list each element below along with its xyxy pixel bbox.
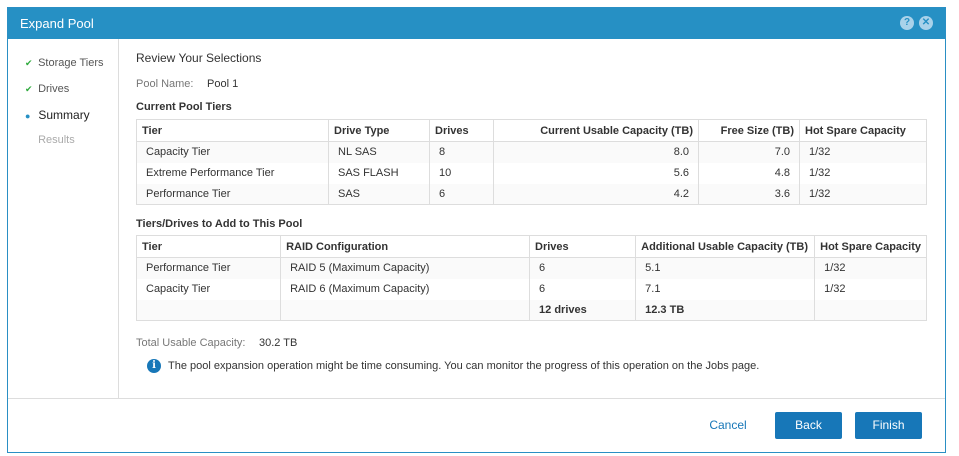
pool-name-value: Pool 1 — [207, 78, 239, 90]
dialog-header: Expand Pool ? ✕ — [8, 8, 945, 39]
close-icon[interactable]: ✕ — [919, 16, 933, 30]
col-header: Drive Type — [328, 119, 430, 142]
cell: Performance Tier — [136, 183, 329, 205]
cell: 5.1 — [635, 257, 815, 279]
cell: SAS FLASH — [328, 162, 430, 184]
cell: 3.6 — [698, 183, 800, 205]
cell: 7.1 — [635, 278, 815, 300]
cell: 6 — [529, 257, 636, 279]
cell: 1/32 — [799, 141, 927, 163]
cell: RAID 5 (Maximum Capacity) — [280, 257, 530, 279]
add-tiers-table: Tier RAID Configuration Drives Additiona… — [135, 235, 927, 321]
col-header: RAID Configuration — [280, 235, 530, 258]
col-header: Hot Spare Capacity — [814, 235, 927, 258]
pool-name-label: Pool Name: — [136, 78, 194, 90]
step-label: Storage Tiers — [38, 57, 104, 69]
col-header: Hot Spare Capacity — [799, 119, 927, 142]
expand-pool-dialog: Expand Pool ? ✕ ✔ Storage Tiers ✔ Drives … — [7, 7, 946, 453]
cell: Capacity Tier — [136, 141, 329, 163]
cell: 6 — [429, 183, 494, 205]
help-icon[interactable]: ? — [900, 16, 914, 30]
table-row: Performance Tier SAS 6 4.2 3.6 1/32 — [136, 183, 927, 205]
cell: 1/32 — [814, 278, 927, 300]
col-header: Drives — [429, 119, 494, 142]
cell: 7.0 — [698, 141, 800, 163]
step-label: Drives — [38, 83, 70, 95]
wizard-steps: ✔ Storage Tiers ✔ Drives ● Summary Resul… — [8, 39, 119, 398]
table-row: Capacity Tier NL SAS 8 8.0 7.0 1/32 — [136, 141, 927, 163]
cell: 1/32 — [799, 162, 927, 184]
current-dot-icon: ● — [25, 111, 31, 121]
cell: 10 — [429, 162, 494, 184]
dialog-title: Expand Pool — [20, 16, 94, 31]
table-row: Capacity Tier RAID 6 (Maximum Capacity) 6 7… — [135, 278, 927, 300]
check-icon: ✔ — [25, 58, 33, 68]
total-row: 12 drives 12.3 TB — [135, 299, 927, 321]
cell: SAS — [328, 183, 430, 205]
cell: Performance Tier — [135, 257, 281, 279]
cell: Capacity Tier — [135, 278, 281, 300]
step-label: Summary — [38, 108, 90, 122]
step-label: Results — [38, 134, 75, 146]
dialog-footer: Cancel Back Finish — [8, 398, 945, 453]
total-usable-value: 30.2 TB — [259, 337, 298, 349]
info-text: The pool expansion operation might be ti… — [168, 360, 760, 372]
cell: 4.2 — [493, 183, 699, 205]
add-tiers-title: Tiers/Drives to Add to This Pool — [136, 218, 303, 230]
col-header: Tier — [136, 119, 329, 142]
back-button[interactable]: Back — [775, 412, 842, 439]
finish-button[interactable]: Finish — [855, 412, 922, 439]
col-header: Free Size (TB) — [698, 119, 800, 142]
cell: 5.6 — [493, 162, 699, 184]
step-drives[interactable]: ✔ Drives — [25, 83, 69, 95]
current-tiers-title: Current Pool Tiers — [136, 101, 232, 113]
cell: 1/32 — [799, 183, 927, 205]
col-header: Drives — [529, 235, 636, 258]
cell: 6 — [529, 278, 636, 300]
page-heading: Review Your Selections — [136, 51, 262, 65]
col-header: Tier — [135, 235, 281, 258]
cell: Extreme Performance Tier — [136, 162, 329, 184]
step-results: Results — [25, 134, 75, 146]
step-summary[interactable]: ● Summary — [25, 108, 90, 122]
cell: RAID 6 (Maximum Capacity) — [280, 278, 530, 300]
col-header: Additional Usable Capacity (TB) — [635, 235, 815, 258]
cell: 1/32 — [814, 257, 927, 279]
check-icon: ✔ — [25, 84, 33, 94]
step-storage-tiers[interactable]: ✔ Storage Tiers — [25, 57, 103, 69]
cell: 4.8 — [698, 162, 800, 184]
cell: 8 — [429, 141, 494, 163]
table-row: Extreme Performance Tier SAS FLASH 10 5.6 4.… — [136, 162, 927, 184]
total-capacity: 12.3 TB — [635, 299, 815, 321]
info-message: i The pool expansion operation might be t… — [147, 359, 759, 373]
total-usable-label: Total Usable Capacity: — [136, 337, 246, 349]
cell: 8.0 — [493, 141, 699, 163]
col-header: Current Usable Capacity (TB) — [493, 119, 699, 142]
cancel-button[interactable]: Cancel — [709, 418, 747, 432]
info-icon: i — [147, 359, 161, 373]
current-tiers-table: Tier Drive Type Drives Current Usable Ca… — [136, 119, 927, 205]
table-row: Performance Tier RAID 5 (Maximum Capacity… — [135, 257, 927, 279]
cell: NL SAS — [328, 141, 430, 163]
total-drives: 12 drives — [529, 299, 636, 321]
